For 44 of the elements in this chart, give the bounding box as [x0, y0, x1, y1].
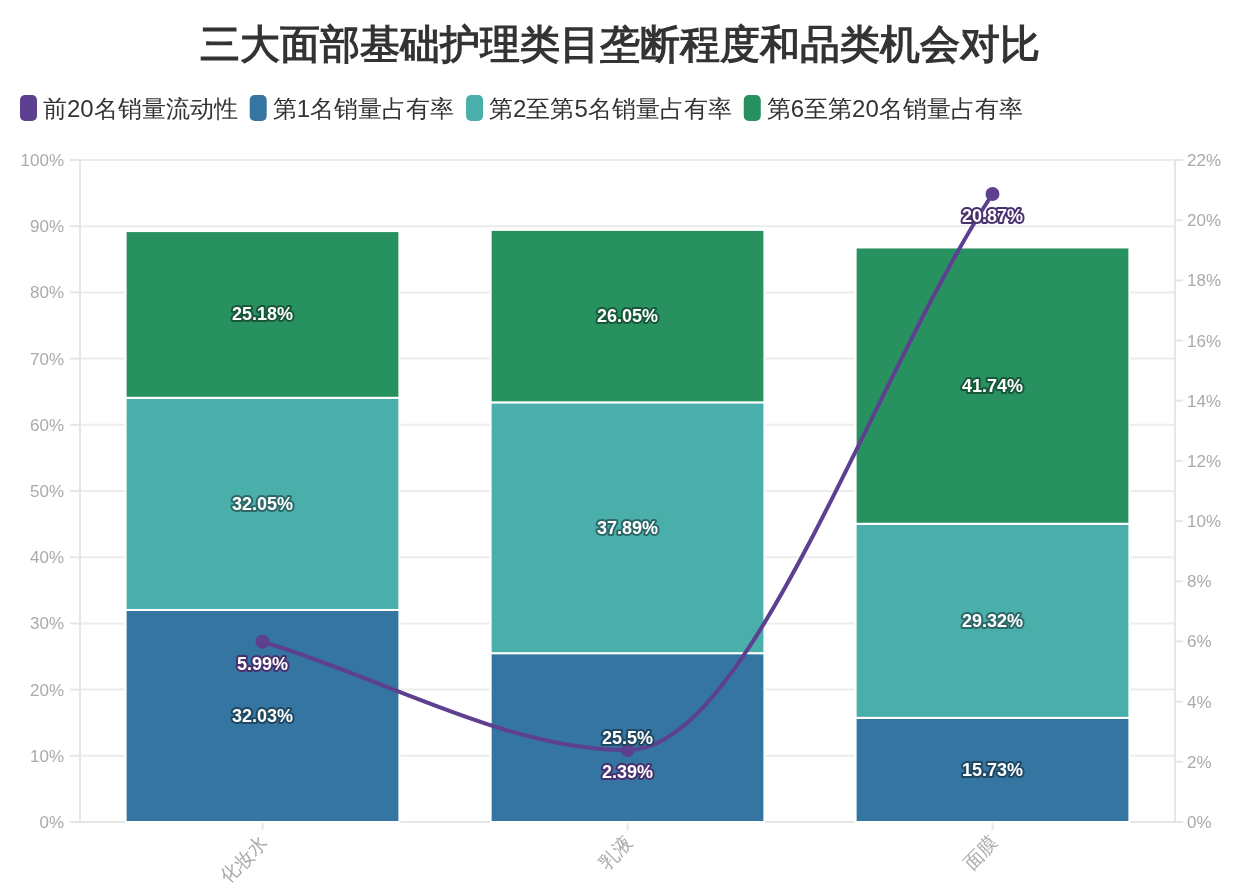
y2-tick-label: 22% [1187, 151, 1222, 170]
y2-tick-label: 12% [1187, 451, 1222, 471]
legend-label: 第6至第20名销量占有率 [766, 95, 1023, 122]
point [255, 634, 270, 649]
data-label: 32.05% [231, 493, 294, 514]
legend-label: 前20名销量流动性 [43, 95, 238, 122]
x-tick-label: 乳液 [594, 831, 637, 874]
y2-tick-label: 8% [1187, 572, 1212, 592]
data-label: 26.05% [596, 306, 659, 327]
y2-tick-label: 2% [1187, 752, 1212, 772]
y-tick-label: 0% [39, 813, 64, 832]
data-label: 37.89% [596, 517, 659, 538]
y-tick-label: 40% [29, 548, 64, 568]
data-label: 15.73% [961, 759, 1024, 780]
y2-tick-label: 10% [1187, 512, 1222, 532]
y-tick-label: 100% [20, 151, 64, 170]
y-tick-label: 60% [29, 415, 64, 435]
y2-tick-label: 20% [1187, 211, 1222, 231]
data-label: 2.39% [601, 762, 654, 783]
y-tick-label: 30% [29, 614, 64, 634]
y-tick-label: 20% [29, 680, 64, 700]
chart-title: 三大面部基础护理类目垄断程度和品类机会对比 [200, 22, 1040, 66]
y2-tick-label: 4% [1187, 692, 1212, 712]
legend-label: 第2至第5名销量占有率 [489, 95, 732, 122]
y-tick-label: 80% [29, 283, 64, 303]
y2-tick-label: 14% [1187, 391, 1222, 411]
y2-tick-label: 0% [1187, 813, 1212, 832]
y-tick-label: 50% [29, 482, 64, 501]
y-tick-label: 70% [29, 349, 64, 369]
point [985, 187, 1000, 201]
data-label: 25.5% [601, 727, 654, 748]
x-tick-label: 面膜 [959, 831, 1002, 874]
data-label: 29.32% [961, 610, 1024, 631]
data-label: 41.74% [961, 375, 1024, 396]
y2-tick-label: 6% [1187, 632, 1212, 652]
y-tick-label: 90% [29, 217, 64, 237]
y2-tick-label: 16% [1187, 331, 1222, 351]
legend-label: 第1名销量占有率 [272, 95, 455, 122]
data-label: 25.18% [231, 304, 294, 325]
x-tick-label: 化妆水 [216, 831, 272, 888]
data-label: 5.99% [236, 653, 289, 674]
data-label: 32.03% [231, 705, 294, 726]
y2-tick-label: 18% [1187, 271, 1222, 291]
y-tick-label: 10% [29, 746, 64, 766]
